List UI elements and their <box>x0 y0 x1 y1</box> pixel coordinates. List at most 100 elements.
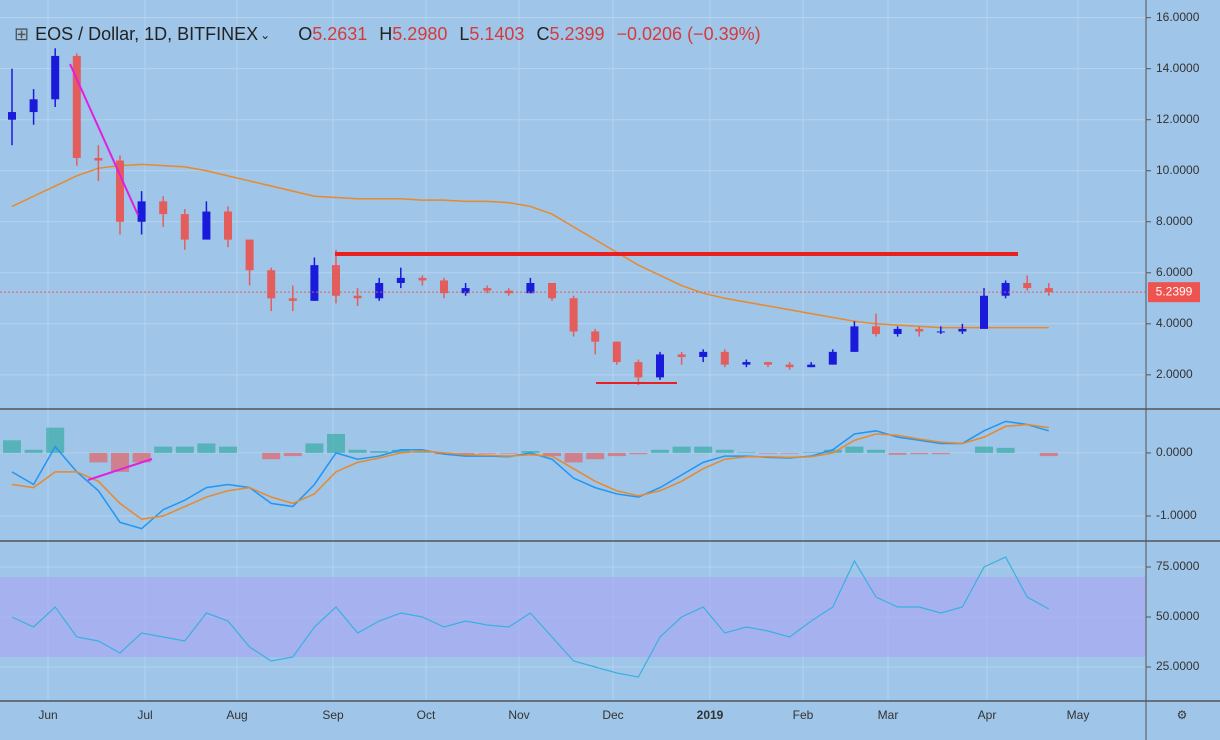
candle-body <box>850 326 859 352</box>
y-tick-label: 8.0000 <box>1156 214 1193 228</box>
histogram-bar <box>845 446 864 453</box>
candle-body <box>224 211 232 240</box>
histogram-bar <box>910 452 929 455</box>
y-tick-label: 16.0000 <box>1156 10 1200 24</box>
candle-body <box>137 201 146 222</box>
candle-body <box>245 239 254 271</box>
ohlc-value: 5.2631 <box>312 24 368 44</box>
candle-body <box>634 362 643 378</box>
candle-body <box>418 277 427 281</box>
expand-icon[interactable]: ⊞ <box>14 24 30 44</box>
candle-body <box>958 328 967 332</box>
ohlc-value: 5.2980 <box>392 24 448 44</box>
candle-body <box>94 157 103 161</box>
candle-body <box>8 112 16 120</box>
ohlc-key: O <box>298 24 313 44</box>
histogram-bar <box>327 433 345 453</box>
histogram-bar <box>478 452 497 454</box>
x-tick-label: Aug <box>226 708 247 722</box>
candle-body <box>1023 282 1032 289</box>
histogram-bar <box>780 452 799 454</box>
y-tick-label: 14.0000 <box>1156 61 1200 75</box>
candle-body <box>785 364 794 368</box>
y-tick-label: 2.0000 <box>1156 367 1193 381</box>
candle-body <box>893 328 902 335</box>
histogram-bar <box>391 449 410 453</box>
histogram-bar <box>543 452 561 457</box>
histogram-bar <box>24 449 43 453</box>
ohlc-key: L <box>459 24 470 44</box>
macd-line <box>11 420 1050 530</box>
histogram-bar <box>499 452 518 454</box>
candle-body <box>396 277 405 283</box>
candle-body <box>72 55 81 158</box>
candle-body <box>936 331 945 333</box>
histogram-bar <box>586 452 605 460</box>
x-tick-label: Feb <box>793 708 814 722</box>
histogram-bar <box>759 452 777 454</box>
histogram-bar <box>456 452 475 455</box>
caret[interactable]: ⌄ <box>260 28 271 42</box>
histogram-bar <box>262 452 281 460</box>
y-tick-label: 6.0000 <box>1156 265 1193 279</box>
candle-body <box>440 280 448 294</box>
x-tick-label: 2019 <box>697 708 724 722</box>
candle-body <box>1044 288 1053 293</box>
change: −0.0206 (−0.39%) <box>616 24 761 44</box>
candle-body <box>980 295 988 329</box>
histogram-bar <box>3 440 21 453</box>
histogram-bar <box>89 452 108 463</box>
histogram-bar <box>629 452 648 455</box>
histogram-bar <box>888 452 907 455</box>
last-price-label: 5.2399 <box>1156 284 1193 298</box>
histogram-bar <box>651 449 669 453</box>
candle-body <box>288 298 297 301</box>
y-tick-label: -1.0000 <box>1156 508 1197 522</box>
candle-body <box>483 288 492 291</box>
candle-body <box>569 298 578 332</box>
histogram-bar <box>931 452 950 455</box>
divergence-line <box>87 458 153 481</box>
y-tick-label: 75.0000 <box>1156 559 1200 573</box>
candle-body <box>116 160 124 222</box>
histogram-bar <box>348 449 367 453</box>
histogram-bar <box>154 446 173 453</box>
candle-body <box>526 282 535 294</box>
ohlc-values: O 5.2631 H 5.2980 L 5.1403 C 5.2399 <box>298 24 616 45</box>
histogram-bar <box>672 446 691 453</box>
ohlc-value: 5.1403 <box>469 24 525 44</box>
candle-body <box>202 211 211 240</box>
histogram-bar <box>975 446 993 453</box>
candle-body <box>159 201 168 215</box>
histogram-bar <box>132 452 151 463</box>
ohlc-key: C <box>536 24 550 44</box>
histogram-bar <box>305 443 324 453</box>
y-tick-label: 50.0000 <box>1156 609 1200 623</box>
symbol-title[interactable]: EOS / Dollar, 1D, BITFINEX <box>35 24 259 44</box>
histogram-bar <box>867 449 885 453</box>
settings-icon[interactable]: ⚙ <box>1177 708 1188 722</box>
x-tick-label: May <box>1067 708 1090 722</box>
y-tick-label: 0.0000 <box>1156 445 1193 459</box>
candle-body <box>742 362 751 365</box>
candle-body <box>1001 282 1010 296</box>
x-tick-label: Apr <box>978 708 997 722</box>
x-tick-label: Dec <box>602 708 623 722</box>
rsi-line <box>11 556 1050 678</box>
candle-body <box>51 55 60 100</box>
x-tick-label: Oct <box>417 708 436 722</box>
ohlc-value: 5.2399 <box>549 24 605 44</box>
y-tick-label: 12.0000 <box>1156 112 1200 126</box>
x-tick-label: Nov <box>508 708 529 722</box>
histogram-bar <box>694 446 713 453</box>
candle-body <box>872 326 880 335</box>
x-tick-label: Jun <box>38 708 57 722</box>
histogram-bar <box>737 452 756 453</box>
trend-line <box>69 63 139 216</box>
macd-line <box>11 423 1049 520</box>
candle-body <box>180 214 189 240</box>
last-price-box <box>1148 282 1200 303</box>
histogram-bar <box>219 446 237 453</box>
histogram-bar <box>175 446 194 453</box>
